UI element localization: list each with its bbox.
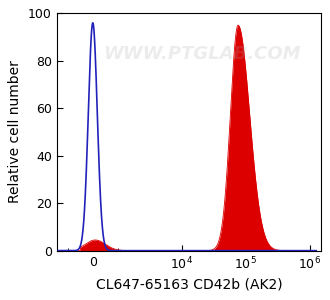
- Y-axis label: Relative cell number: Relative cell number: [8, 61, 22, 203]
- X-axis label: CL647-65163 CD42b (AK2): CL647-65163 CD42b (AK2): [95, 278, 282, 292]
- Text: WWW.PTGLAB.COM: WWW.PTGLAB.COM: [103, 45, 301, 63]
